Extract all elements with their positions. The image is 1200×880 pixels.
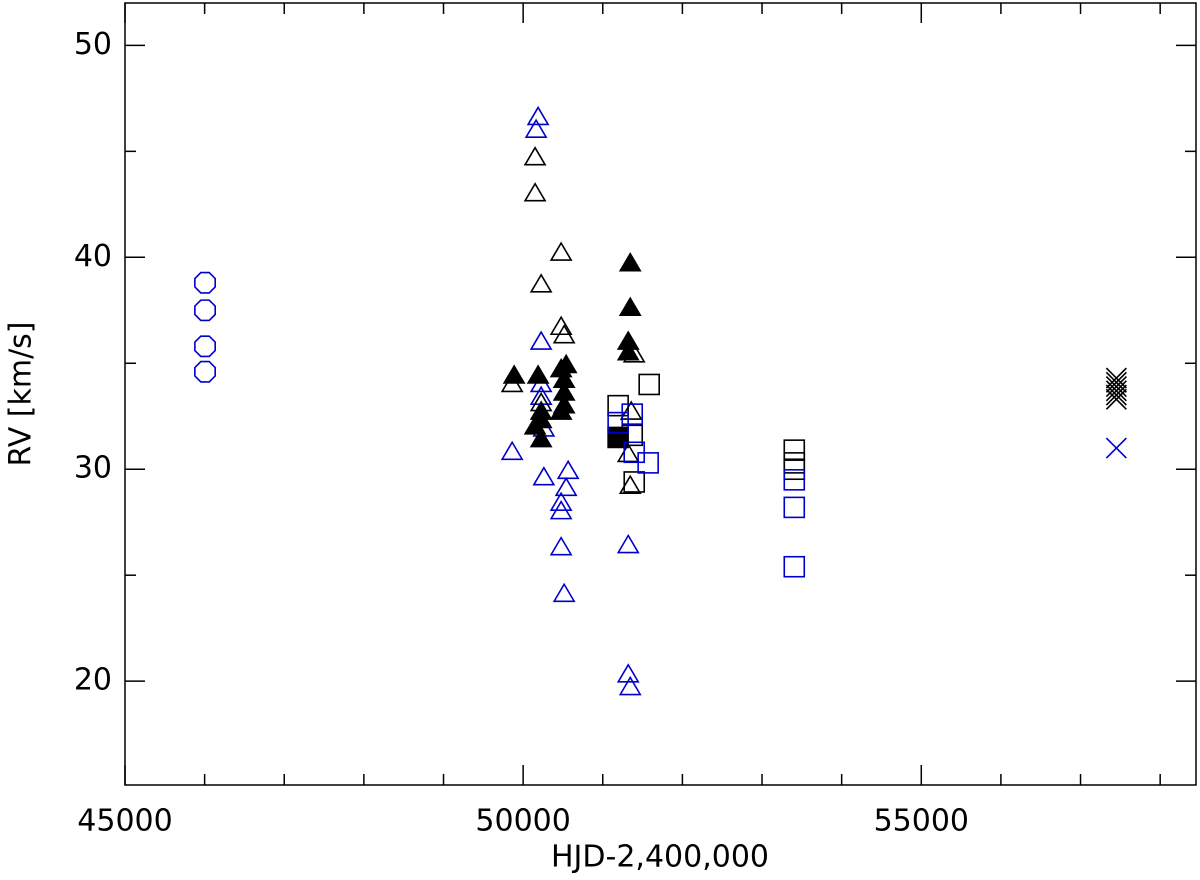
point (623, 471, 646, 493)
point (621, 403, 644, 425)
point (616, 533, 640, 554)
point (549, 241, 573, 261)
point (616, 663, 640, 683)
point (549, 315, 573, 336)
point (194, 299, 216, 322)
point (618, 675, 642, 696)
point (556, 459, 580, 480)
point (783, 439, 806, 461)
point (637, 452, 659, 474)
point (607, 426, 629, 449)
point (194, 360, 216, 383)
point (529, 273, 553, 293)
point (526, 364, 550, 384)
point (783, 555, 806, 578)
point (1105, 388, 1127, 410)
point (523, 415, 547, 435)
point (549, 500, 573, 520)
point (500, 440, 524, 461)
x-tick-label: 55000 (874, 804, 969, 839)
point (1105, 371, 1127, 393)
point (194, 271, 216, 294)
y-tick-label: 40 (74, 239, 112, 274)
point (783, 469, 806, 491)
point (618, 252, 642, 272)
point (1105, 380, 1127, 402)
point (502, 364, 526, 384)
point (549, 400, 573, 420)
point (523, 146, 547, 166)
x-tick-label: 50000 (475, 804, 570, 839)
point (529, 427, 553, 448)
point (554, 353, 578, 374)
point (554, 476, 578, 497)
y-tick-label: 30 (74, 451, 112, 486)
point (618, 296, 642, 316)
point (532, 466, 556, 486)
point (194, 335, 216, 358)
point (526, 105, 550, 126)
plot-frame (124, 2, 1197, 786)
y-tick-label: 20 (74, 663, 112, 698)
point (616, 442, 640, 463)
x-axis-label: HJD-2,400,000 (551, 840, 769, 875)
point (638, 373, 660, 396)
point (529, 330, 553, 350)
point (783, 496, 806, 519)
point (552, 582, 576, 603)
x-tick-label: 45000 (77, 804, 172, 839)
point (523, 182, 547, 202)
point (616, 341, 640, 361)
point (618, 474, 642, 494)
point (607, 394, 629, 417)
point (1105, 437, 1127, 459)
point (619, 400, 643, 420)
point (549, 536, 573, 556)
point (524, 118, 548, 138)
point (607, 411, 629, 434)
y-tick-label: 50 (74, 27, 112, 62)
point (1105, 367, 1127, 389)
point (1105, 376, 1127, 398)
y-axis-label: RV [km/s] (4, 321, 39, 466)
point (1105, 384, 1127, 406)
point (549, 491, 573, 511)
point (552, 324, 576, 344)
